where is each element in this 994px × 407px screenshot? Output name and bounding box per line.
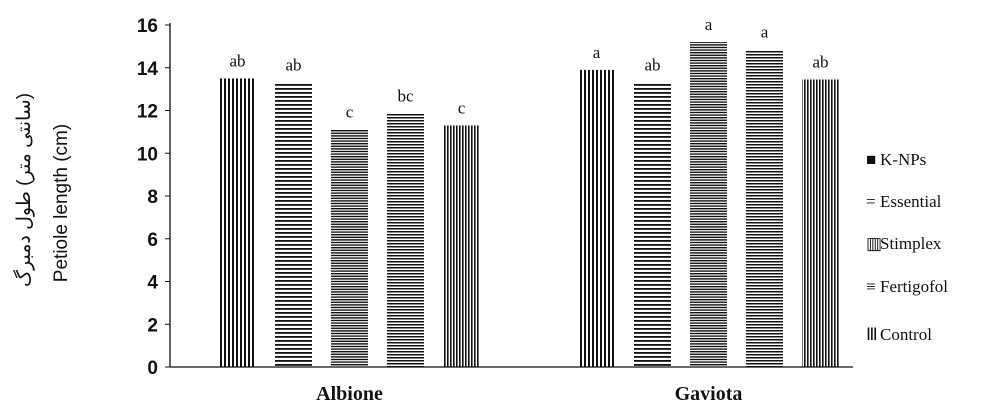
significance-label: a <box>761 23 769 42</box>
significance-label: c <box>458 98 466 117</box>
significance-label: c <box>346 103 354 122</box>
significance-label: bc <box>397 87 414 106</box>
significance-label: ab <box>229 51 245 70</box>
y-tick-label: 10 <box>137 144 158 165</box>
legend-symbol: = <box>866 192 876 211</box>
bar-fertigofol-gaviota <box>634 82 671 368</box>
significance-labels: ab ab c bc c a ab a a ab <box>229 15 828 122</box>
significance-label: ab <box>285 56 301 75</box>
legend: ■ K-NPs = Essential ▥Stimplex ≡ Fertigofol Ⅲ Con… <box>866 150 948 344</box>
bar-stimplex-albione <box>331 129 368 367</box>
y-tick-label: 2 <box>147 315 158 336</box>
legend-symbol: ▥ <box>866 234 882 253</box>
significance-label: a <box>705 15 713 34</box>
bar-k-nps-gaviota <box>802 79 839 367</box>
y-axis-label-secondary: (سانتی متر) طول دمبرگ <box>13 93 35 287</box>
legend-symbol: ■ <box>866 150 876 169</box>
bar-stimplex-gaviota <box>690 42 727 367</box>
y-axis-label: Petiole length (cm) <box>51 124 72 282</box>
significance-label: ab <box>644 56 660 75</box>
y-axis-title: (سانتی متر) طول دمبرگ Petiole length (cm… <box>13 93 72 287</box>
y-tick-label: 4 <box>147 273 158 294</box>
legend-item-fertigofol: Fertigofol <box>880 277 948 296</box>
bar-control-albione <box>219 78 256 367</box>
bar-essential-gaviota <box>746 49 783 368</box>
bar-essential-albione <box>387 113 424 367</box>
bar-k-nps-albione <box>443 125 480 368</box>
bar-fertigofol-albione <box>275 82 312 368</box>
y-tick-label: 12 <box>137 102 158 123</box>
bars <box>219 42 839 368</box>
significance-label: a <box>593 43 601 62</box>
legend-symbol: Ⅲ <box>866 325 878 344</box>
y-axis-ticks: 0 2 4 6 8 10 12 14 16 <box>137 16 170 379</box>
y-tick-label: 16 <box>137 16 158 37</box>
y-tick-label: 6 <box>147 230 158 251</box>
x-axis-categories: Albione Gaviota <box>316 383 742 405</box>
legend-item-control: Control <box>880 325 932 344</box>
legend-item-essential: Essential <box>880 192 942 211</box>
y-tick-label: 8 <box>147 187 158 208</box>
legend-item-k-nps: K-NPs <box>880 150 926 169</box>
legend-symbol: ≡ <box>866 277 876 296</box>
legend-item-stimplex: Stimplex <box>880 234 942 253</box>
x-category-label: Gaviota <box>675 383 743 405</box>
y-tick-label: 14 <box>137 59 159 80</box>
bar-control-gaviota <box>578 69 615 367</box>
significance-label: ab <box>812 53 828 72</box>
x-category-label: Albione <box>316 383 383 405</box>
y-tick-label: 0 <box>147 358 158 379</box>
